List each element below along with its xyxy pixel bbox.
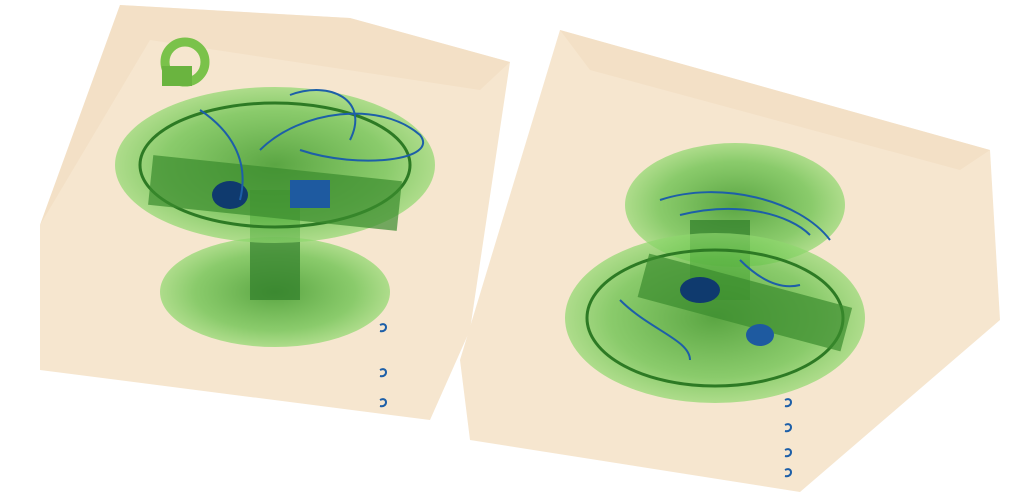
clips (784, 398, 792, 478)
lower-disc (565, 233, 865, 403)
wire (259, 112, 424, 162)
disc-rim (138, 101, 412, 229)
component (290, 180, 330, 208)
wire (199, 89, 357, 201)
wire (619, 259, 801, 361)
component (680, 277, 720, 303)
left-box-top (40, 5, 510, 225)
component (746, 324, 774, 346)
wire (659, 191, 831, 241)
component (212, 181, 248, 209)
clips (379, 323, 387, 408)
circuit-board (637, 253, 853, 352)
circuit-board (148, 155, 402, 231)
ring-base (162, 66, 192, 86)
right-box-top (560, 30, 990, 170)
